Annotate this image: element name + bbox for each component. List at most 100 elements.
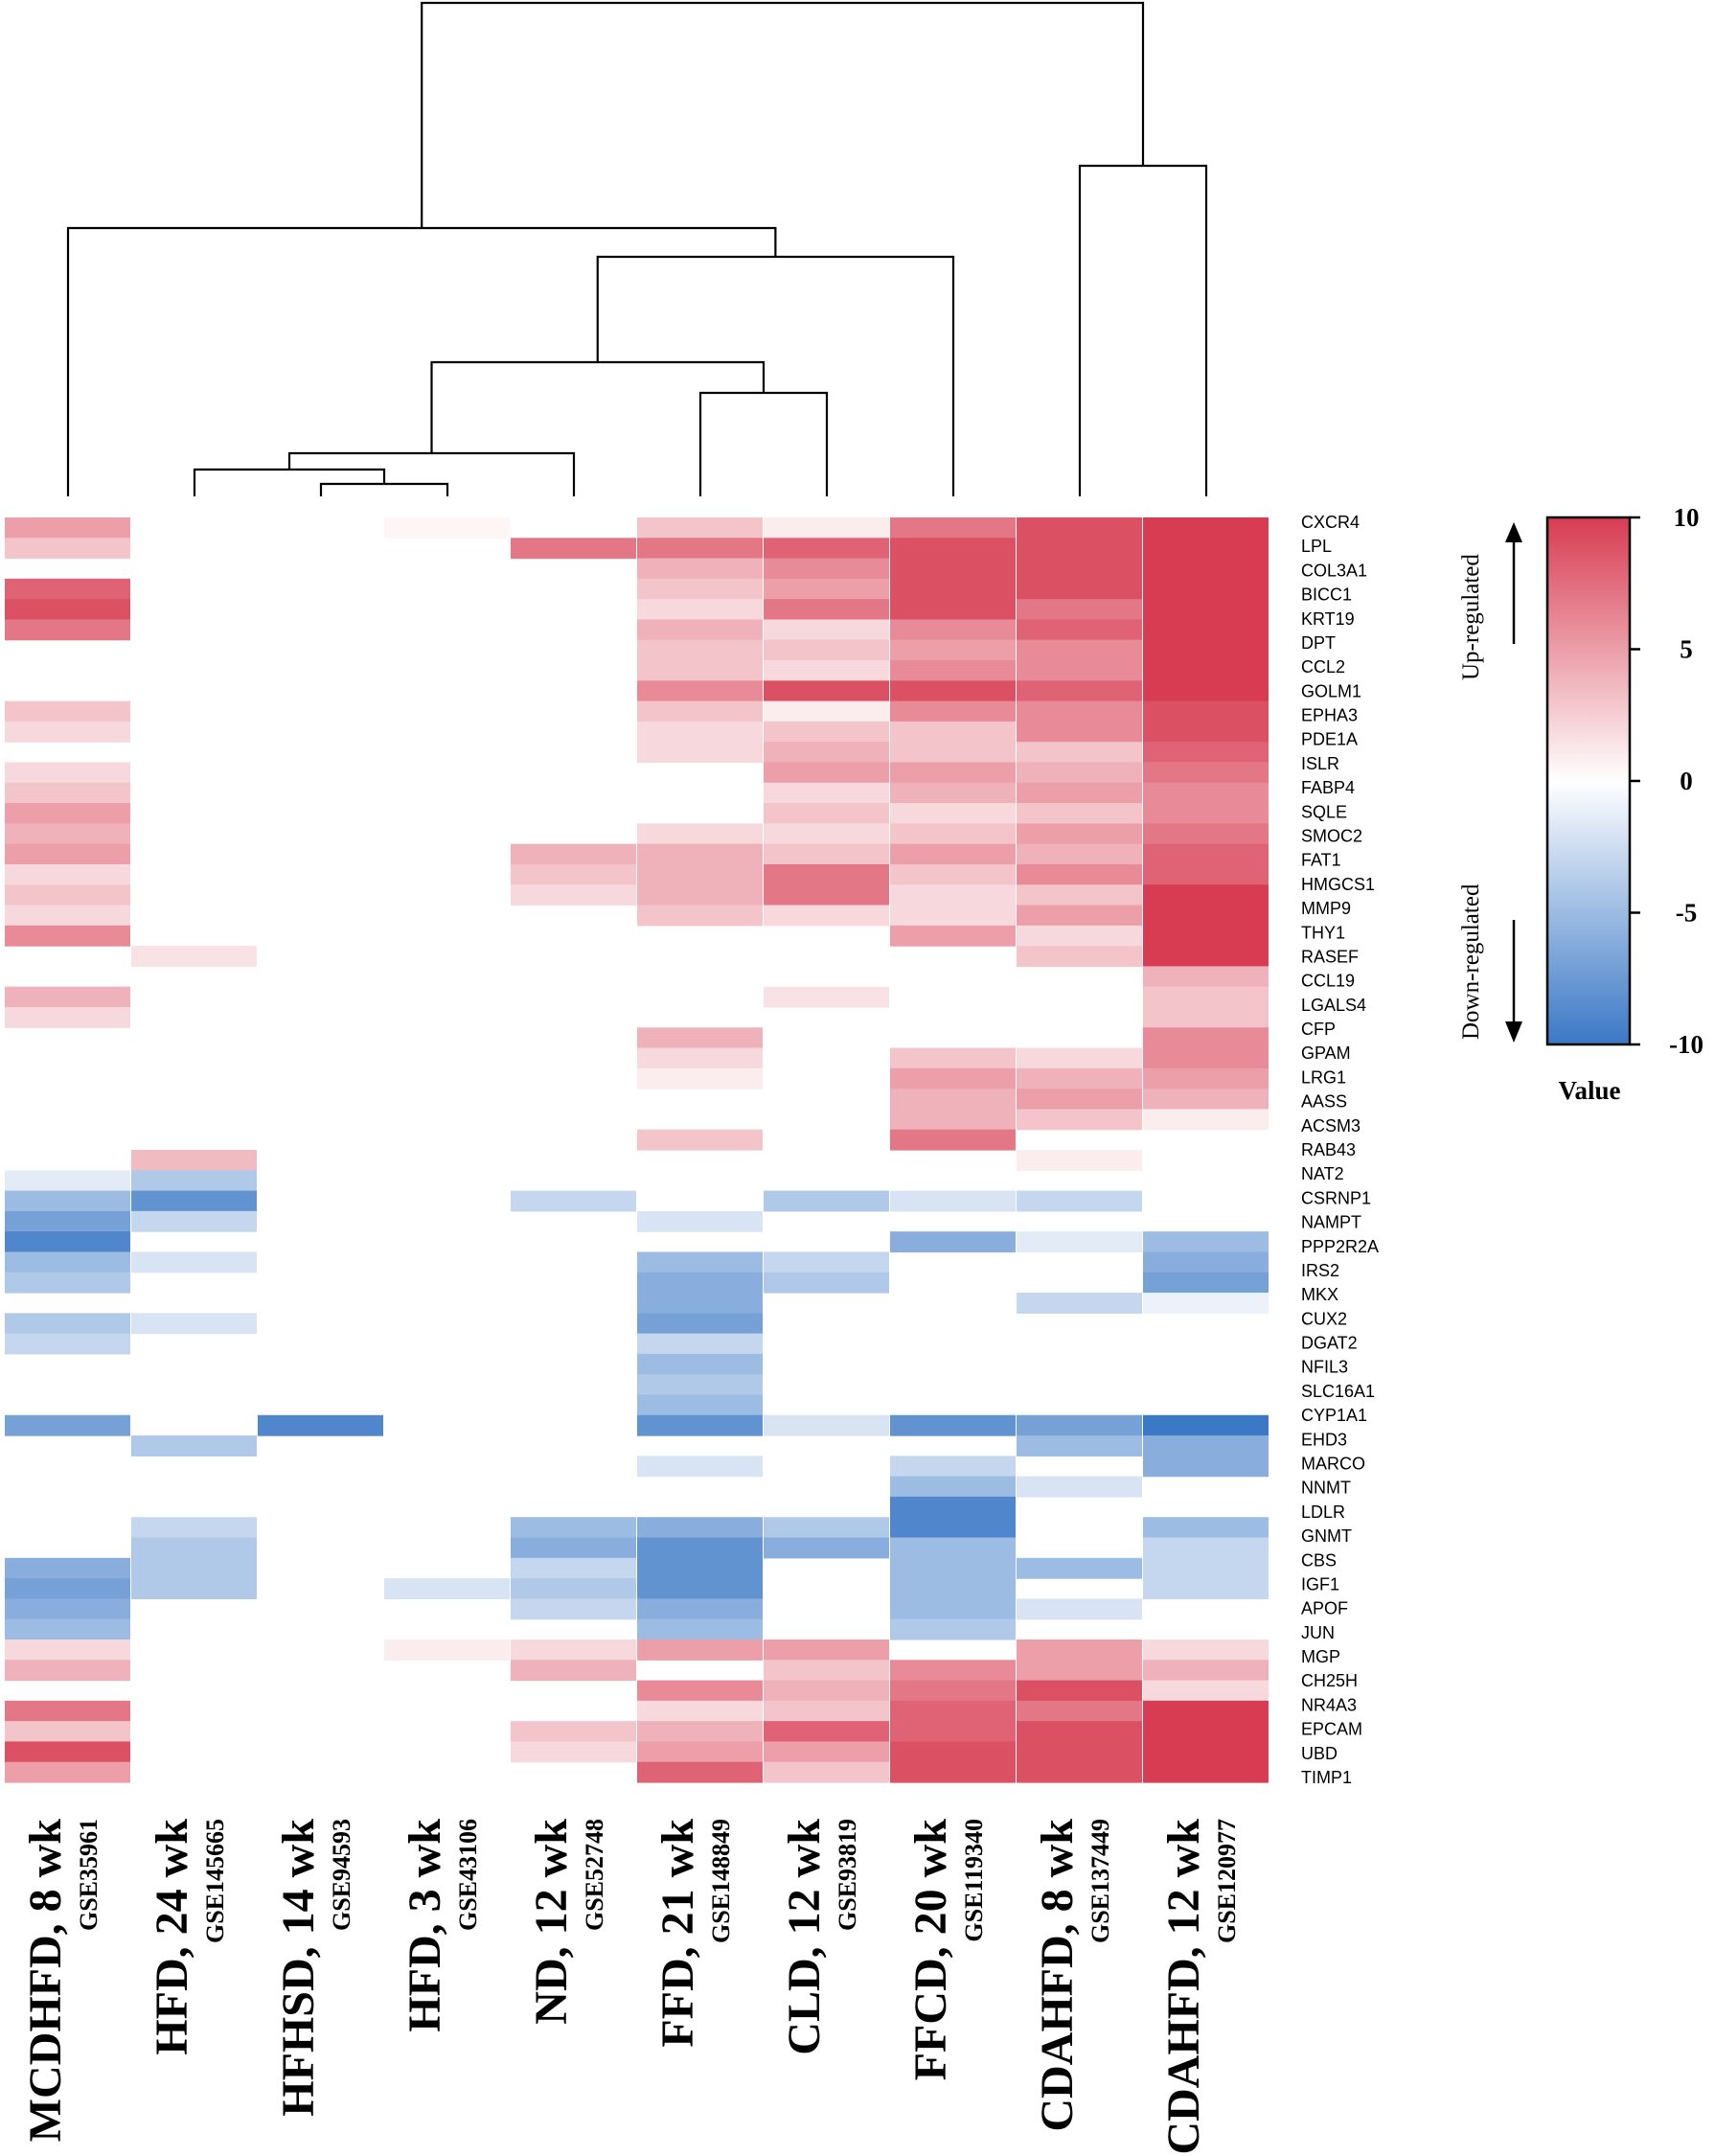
heatmap-cell [764, 986, 889, 1008]
heatmap-cell [637, 1272, 763, 1294]
heatmap-cell [890, 1761, 1016, 1783]
gene-label: CH25H [1301, 1671, 1358, 1690]
column-labels: MCDHFD, 8 wk GSE35961 HFD, 24 wk GSE145665 H… [20, 1819, 1241, 2155]
heatmap-cell [637, 1210, 763, 1232]
heatmap-cell [890, 619, 1016, 641]
column-condition-label: FFCD, 20 wk [905, 1819, 956, 2081]
gene-label: MARCO [1301, 1455, 1365, 1474]
heatmap-cell [131, 1251, 257, 1273]
heatmap-cell [1017, 884, 1142, 906]
heatmap-cell [1017, 1680, 1142, 1702]
heatmap-cell [1143, 1578, 1269, 1599]
heatmap-cell [1143, 517, 1269, 539]
heatmap-cell [890, 517, 1016, 539]
column-gse-label: GSE119340 [960, 1819, 988, 1942]
heatmap-cell [1017, 1741, 1142, 1763]
down-arrowhead-icon [1505, 1021, 1522, 1043]
heatmap-cell [890, 1557, 1016, 1579]
heatmap-cell [1143, 721, 1269, 743]
heatmap-cell [5, 762, 130, 784]
heatmap-cell [1017, 1293, 1142, 1314]
heatmap-cell [1143, 863, 1269, 885]
heatmap-cell [1143, 1006, 1269, 1028]
heatmap-cell [1017, 1231, 1142, 1253]
heatmap-cell [637, 1414, 763, 1436]
heatmap-cell [637, 1578, 763, 1599]
column-gse-label: GSE148849 [707, 1819, 735, 1943]
heatmap-cell [5, 1761, 130, 1783]
heatmap-cell [1143, 1700, 1269, 1722]
heatmap-cell [637, 1067, 763, 1089]
dendrogram-branch [596, 255, 955, 496]
gene-label: AASS [1301, 1092, 1347, 1112]
heatmap-cell [1017, 925, 1142, 947]
heatmap-cell [890, 863, 1016, 885]
heatmap-cell [764, 1741, 889, 1763]
heatmap-cell [764, 700, 889, 722]
heatmap-cell [637, 1741, 763, 1763]
heatmap-cell [764, 1700, 889, 1722]
gene-label: CFP [1301, 1020, 1336, 1039]
heatmap-cell [1017, 1598, 1142, 1620]
column-gse-label: GSE35961 [75, 1819, 103, 1931]
heatmap-cell [1017, 1557, 1142, 1579]
heatmap-cell [637, 660, 763, 681]
heatmap-cell [1143, 1517, 1269, 1539]
heatmap-cell [131, 1537, 257, 1559]
gene-label: CSRNP1 [1301, 1188, 1371, 1207]
heatmap-cell [1143, 578, 1269, 600]
heatmap-cell [890, 538, 1016, 560]
heatmap-cell [511, 1660, 636, 1682]
heatmap-cell [5, 823, 130, 845]
gene-label: NR4A3 [1301, 1695, 1357, 1714]
heatmap-cell [1143, 1089, 1269, 1111]
gene-label: HMGCS1 [1301, 875, 1375, 894]
gene-label: LRG1 [1301, 1067, 1346, 1087]
heatmap-cell [637, 1313, 763, 1335]
heatmap-cell [890, 1414, 1016, 1436]
heatmap-cell [1017, 823, 1142, 845]
heatmap-cell [1143, 1557, 1269, 1579]
heatmap-cell [1017, 680, 1142, 702]
colorbar-tick-label: -5 [1676, 899, 1698, 928]
heatmap-cell [637, 517, 763, 539]
heatmap-cell [890, 1109, 1016, 1131]
colorbar-tick-label: -10 [1669, 1030, 1704, 1059]
heatmap-cell [637, 1047, 763, 1069]
heatmap-cell [1017, 1047, 1142, 1069]
heatmap-cell [1017, 946, 1142, 967]
down-regulated-label: Down-regulated [1458, 883, 1484, 1040]
heatmap-cell [1143, 823, 1269, 845]
heatmap-cell [5, 1006, 130, 1028]
heatmap-cell [1017, 660, 1142, 681]
column-gse-label: GSE137449 [1086, 1819, 1114, 1943]
column-condition-label: ND, 12 wk [526, 1819, 577, 2025]
heatmap-cell [637, 619, 763, 641]
colorbar-tick-label: 5 [1680, 635, 1693, 664]
heatmap-cell [1017, 1414, 1142, 1436]
heatmap-cell [5, 1190, 130, 1212]
heatmap-cell [131, 1578, 257, 1599]
heatmap-cell [1017, 1660, 1142, 1682]
heatmap-cell [1143, 599, 1269, 621]
heatmap-cell [5, 700, 130, 722]
heatmap-cell [764, 1251, 889, 1273]
gene-label: MMP9 [1301, 899, 1351, 918]
heatmap-cell [890, 742, 1016, 764]
heatmap-cell [1143, 1537, 1269, 1559]
heatmap-cell [511, 1537, 636, 1559]
heatmap-cell [890, 599, 1016, 621]
heatmap-cell [1143, 1435, 1269, 1456]
heatmap-cell [890, 884, 1016, 906]
gene-label: GNMT [1301, 1526, 1352, 1546]
heatmap-cell [637, 558, 763, 580]
heatmap-cell [890, 1089, 1016, 1111]
heatmap-cell [890, 721, 1016, 743]
heatmap-cell [1017, 1721, 1142, 1743]
column-condition-label: CDAHFD, 12 wk [1158, 1819, 1209, 2155]
heatmap-cell [1143, 1639, 1269, 1661]
heatmap-cell [890, 1496, 1016, 1518]
heatmap-cell [1017, 843, 1142, 865]
gene-label: RAB43 [1301, 1140, 1356, 1159]
